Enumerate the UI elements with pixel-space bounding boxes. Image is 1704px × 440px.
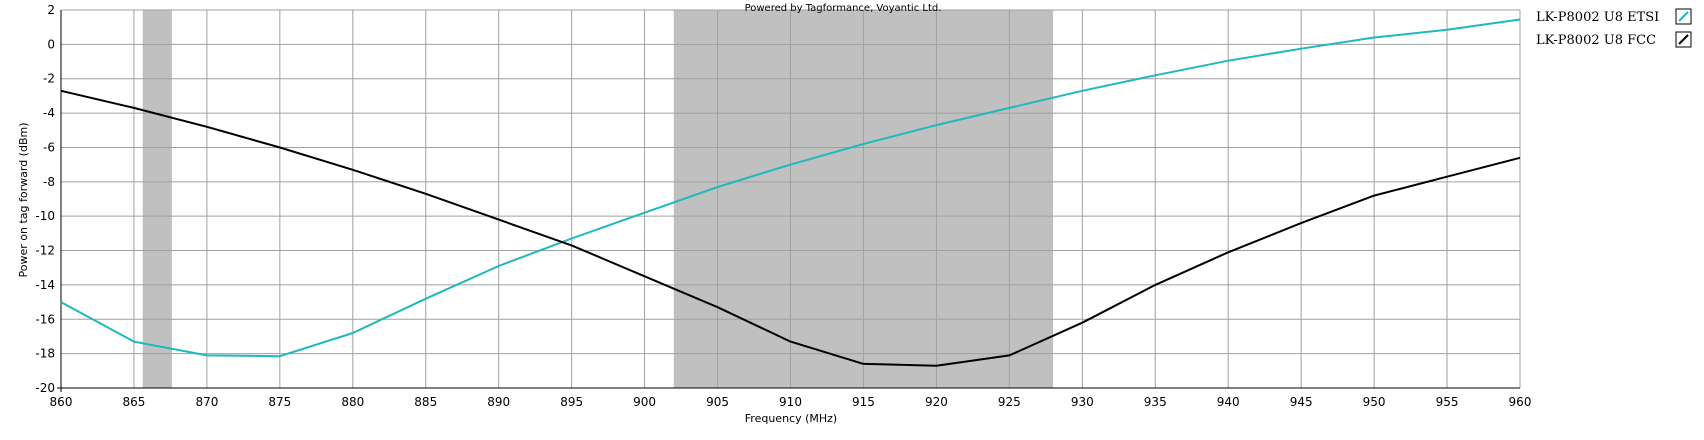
y-tick-labels: 2 0 -2 -4 -6 -8 -10 -12 -14 -16 -18 -20 xyxy=(35,3,55,395)
x-tick-label: 875 xyxy=(268,395,291,409)
series-lines xyxy=(60,18,1521,367)
x-tick-label: 865 xyxy=(122,395,145,409)
legend-label-1: LK-P8002 U8 ETSI xyxy=(1536,10,1659,25)
x-tick-label: 935 xyxy=(1144,395,1167,409)
y-tick-label: -8 xyxy=(43,175,55,189)
legend-label-2: LK-P8002 U8 FCC xyxy=(1536,33,1656,48)
x-tick-label: 920 xyxy=(925,395,948,409)
x-tick-label: 930 xyxy=(1071,395,1094,409)
y-tick-label: -4 xyxy=(43,106,55,120)
x-tick-label: 950 xyxy=(1363,395,1386,409)
y-tick-label: -16 xyxy=(35,312,55,326)
y-tick-label: -12 xyxy=(35,244,55,258)
x-tick-label: 900 xyxy=(633,395,656,409)
y-tick-label: -14 xyxy=(35,278,55,292)
x-tick-label: 905 xyxy=(706,395,729,409)
x-tick-label: 860 xyxy=(50,395,73,409)
y-axis-title: Power on tag forward (dBm) xyxy=(17,123,30,278)
y-tick-label: -2 xyxy=(43,72,55,86)
legend: LK-P8002 U8 ETSI LK-P8002 U8 FCC xyxy=(1536,8,1692,48)
shaded-bands xyxy=(142,10,1054,388)
x-tick-label: 955 xyxy=(1436,395,1459,409)
y-tick-label: -20 xyxy=(35,381,55,395)
x-axis-title: Frequency (MHz) xyxy=(745,412,837,425)
y-tick-label: 2 xyxy=(47,3,55,17)
grid-lines xyxy=(57,9,1521,392)
x-tick-label: 895 xyxy=(560,395,583,409)
x-tick-label: 915 xyxy=(852,395,875,409)
y-tick-label: 0 xyxy=(47,37,55,51)
x-tick-label: 870 xyxy=(195,395,218,409)
x-tick-label: 890 xyxy=(487,395,510,409)
x-tick-label: 880 xyxy=(341,395,364,409)
legend-swatch-2 xyxy=(1675,31,1692,48)
legend-swatch-1 xyxy=(1675,8,1692,25)
x-tick-label: 945 xyxy=(1290,395,1313,409)
x-tick-label: 885 xyxy=(414,395,437,409)
series-line-1 xyxy=(60,18,1521,358)
credit-text: Powered by Tagformance, Voyantic Ltd. xyxy=(745,3,942,14)
shaded-band-1 xyxy=(142,10,172,388)
series-line-2 xyxy=(60,89,1521,367)
y-tick-label: -6 xyxy=(43,140,55,154)
x-tick-labels: 860 865 870 875 880 885 890 895 900 905 910 915 920 9… xyxy=(50,395,1532,409)
y-tick-label: -10 xyxy=(35,209,55,223)
x-tick-label: 910 xyxy=(779,395,802,409)
x-tick-label: 940 xyxy=(1217,395,1240,409)
x-tick-label: 960 xyxy=(1509,395,1532,409)
y-tick-label: -18 xyxy=(35,347,55,361)
x-tick-label: 925 xyxy=(998,395,1021,409)
